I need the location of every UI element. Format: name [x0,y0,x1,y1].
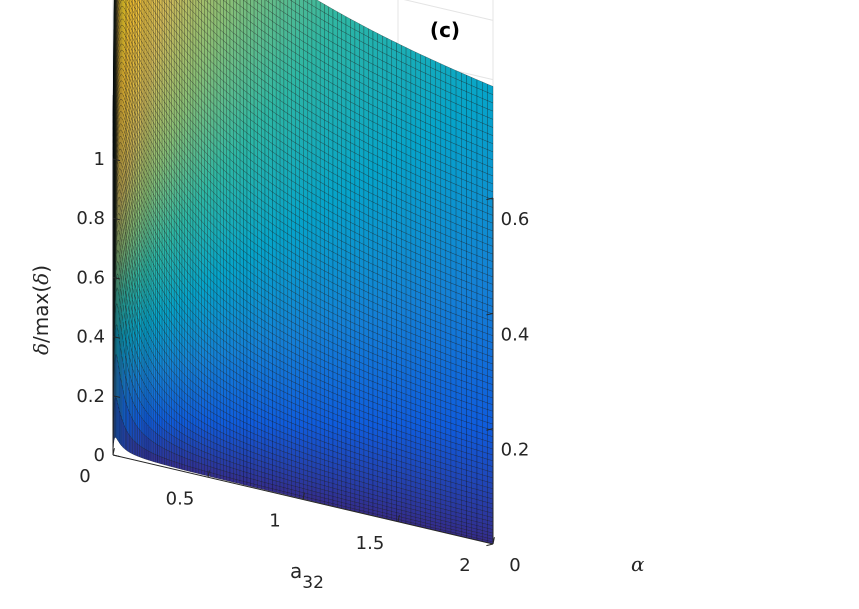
surface-cell-9-10 [117,221,119,232]
surface-cell-12-34 [120,62,122,70]
grid-sidewall-z-3 [403,0,494,21]
surface-cell-11-22 [119,135,121,144]
surface-cell-12-26 [120,111,122,119]
surface-cell-11-24 [119,123,121,132]
surface-cell-9-8 [117,240,119,252]
surface-cell-9-9 [117,230,119,241]
surface-cell-13-42 [121,12,124,20]
surface-cell-12-25 [120,117,122,126]
surface-cell-11-1 [119,371,121,415]
surface-cell-9-1 [117,360,119,407]
surface-cell-19-2 [129,392,132,417]
surface-cell-12-28 [120,99,122,106]
surface-cell-12-40 [120,24,122,33]
surface-cell-12-38 [120,37,122,45]
surface-cell-11-0 [119,410,121,446]
surface-cell-11-20 [119,148,121,156]
surface-cell-12-31 [120,80,122,88]
surface-cell-12-41 [120,18,122,27]
surface-cell-12-27 [120,104,122,113]
surface-cell-12-29 [120,92,122,100]
surface-cell-14-0 [122,422,125,449]
surface-cell-13-38 [121,37,124,45]
surface-cell-17-2 [126,382,129,410]
surface-cell-15-1 [123,395,126,429]
surface-cell-12-33 [120,68,122,76]
surface-cell-18-2 [127,387,130,413]
surface-cell-14-1 [122,390,125,426]
surface-plot [112,0,494,544]
surface-cell-9-7 [117,250,119,264]
surface-cell-11-23 [119,129,121,138]
surface-cell-13-41 [121,18,124,26]
surface-cell-16-1 [125,400,127,431]
surface-cell-13-39 [121,31,124,39]
surface-cell-13-0 [121,418,124,448]
surface-cell-11-19 [119,155,121,163]
surface-cell-13-40 [121,24,124,33]
surface-cell-12-1 [120,378,122,419]
surface-cell-13-44 [121,0,124,7]
surface-cell-13-37 [121,43,124,52]
surface-cell-18-1 [127,409,130,436]
surface-cell-12-37 [120,43,122,51]
surface-cell-17-1 [126,405,129,434]
surface-cell-17-0 [126,430,129,452]
surface-cell-12-32 [120,74,122,82]
surface-cell-13-36 [121,49,124,58]
surface-cell-9-2 [117,328,119,366]
surface-cell-9-0 [117,403,119,443]
surface-cell-15-0 [123,425,126,450]
surface-cell-12-30 [120,86,122,94]
surface-cell-13-1 [121,384,124,423]
surface-cell-12-0 [120,414,122,447]
surface-cell-12-35 [120,55,122,64]
surface-cell-12-39 [120,31,122,39]
surface-cell-16-0 [125,428,127,451]
surface-cell-12-36 [120,49,122,58]
surface-cell-11-18 [119,161,121,170]
surface-cell-13-43 [121,6,124,14]
surface-cell-11-21 [119,142,121,150]
